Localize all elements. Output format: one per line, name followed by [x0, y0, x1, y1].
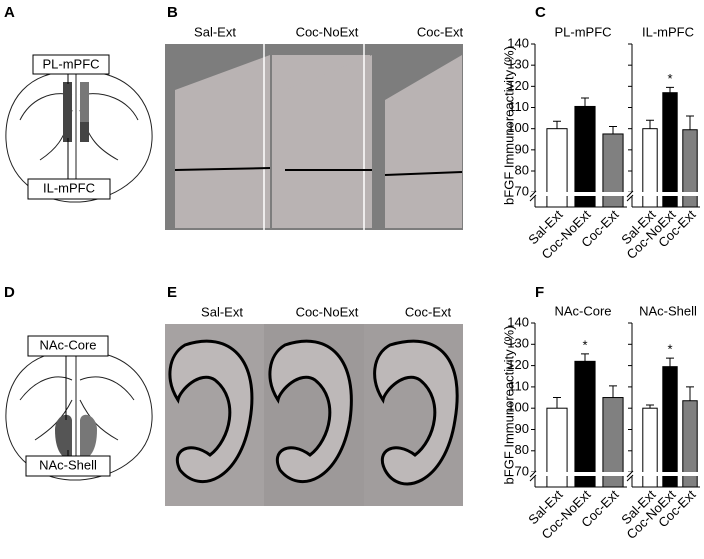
brain-diagram: PL-mPFC IL-mPFC [5, 54, 153, 203]
error-bar [553, 120, 561, 129]
region-label: NAc-Shell [39, 457, 97, 472]
chart-title: NAc-Core [554, 303, 611, 318]
y-tick-label: 70 [515, 184, 529, 199]
bar [574, 360, 596, 488]
y-tick-label: 130 [507, 57, 529, 72]
error-bar [666, 86, 674, 93]
y-tick-label: 90 [515, 421, 529, 436]
micrograph-row: Sal-Ext Coc-NoExt Coc-Ext [165, 24, 464, 230]
micrograph-row: Sal-Ext Coc-NoExt Coc-Ext [165, 304, 463, 506]
y-tick-label: 140 [507, 35, 529, 50]
chart-title: NAc-Shell [639, 303, 697, 318]
y-tick-label: 110 [508, 99, 529, 114]
y-tick-label: 100 [507, 120, 529, 135]
image-label: Coc-Ext [417, 24, 464, 39]
panel-letter: F [535, 284, 544, 301]
bar [602, 133, 624, 208]
axis-break [529, 190, 537, 202]
y-tick-label: 120 [507, 78, 529, 93]
y-tick-label: 110 [508, 378, 529, 393]
axis-break [626, 190, 634, 202]
bar [662, 366, 678, 488]
image-label: Sal-Ext [201, 304, 243, 319]
image-label: Sal-Ext [194, 24, 236, 39]
axis-break [626, 192, 700, 196]
error-bar [553, 397, 561, 409]
region-label: NAc-Core [39, 337, 96, 352]
y-tick-label: 140 [507, 314, 529, 329]
y-tick-label: 120 [507, 357, 529, 372]
region-label: IL-mPFC [43, 180, 95, 195]
panel-letter: A [4, 4, 15, 21]
bar [574, 105, 596, 208]
chart-title: PL-mPFC [554, 24, 611, 39]
error-bar [666, 357, 674, 367]
axis-break [626, 470, 634, 482]
panel-letter: C [535, 4, 546, 21]
error-bar [581, 353, 589, 362]
bar [662, 92, 678, 208]
panel-letter: E [167, 284, 177, 301]
image-label: Coc-NoExt [296, 24, 359, 39]
error-bar [609, 126, 617, 134]
y-tick-label: 90 [515, 141, 529, 156]
y-axis-label: bFGF Immunoreactivity (%) [501, 46, 516, 205]
y-axis-label: bFGF Immunoreactivity (%) [501, 326, 516, 485]
image-label: Coc-NoExt [296, 304, 359, 319]
y-tick-label: 100 [507, 400, 529, 415]
significance: * [582, 337, 587, 352]
y-tick-label: 70 [515, 464, 529, 479]
y-tick-label: 130 [507, 336, 529, 351]
axis-break [529, 192, 627, 196]
error-bar [609, 385, 617, 398]
panel-letter: B [167, 4, 178, 21]
error-bar [581, 97, 589, 107]
region-label: PL-mPFC [42, 56, 99, 71]
error-bar [646, 119, 654, 129]
error-bar [646, 404, 654, 409]
panel-letter: D [4, 284, 15, 301]
image-label: Coc-Ext [405, 304, 452, 319]
significance: * [667, 342, 672, 357]
axis-break [626, 472, 700, 476]
chart-title: IL-mPFC [642, 24, 694, 39]
y-tick-label: 80 [515, 442, 529, 457]
brain-diagram: NAc-Core NAc-Shell [5, 335, 153, 481]
y-tick-label: 80 [515, 162, 529, 177]
axis-break [529, 472, 627, 476]
error-bar [686, 386, 694, 401]
significance: * [667, 71, 672, 86]
axis-break [529, 470, 537, 482]
error-bar [686, 115, 694, 130]
